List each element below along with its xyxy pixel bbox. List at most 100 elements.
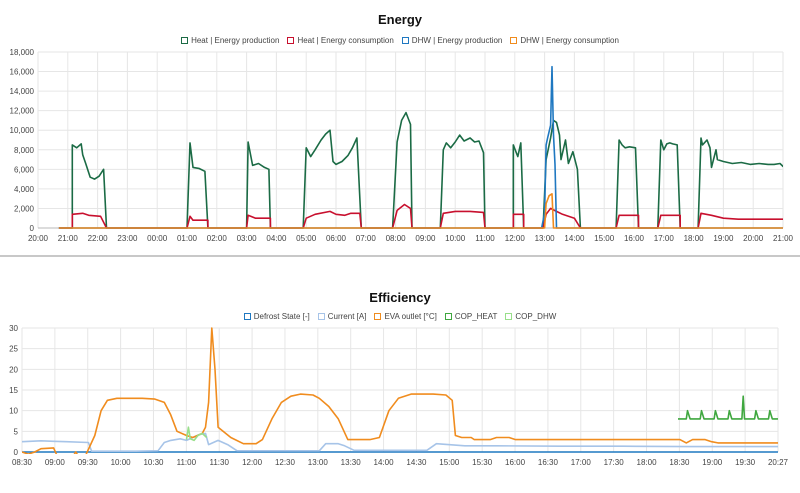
legend-label-dhw-consumption: DHW | Energy consumption xyxy=(520,36,619,45)
energy-y-tick-label: 2,000 xyxy=(14,204,35,213)
legend-label-defrost-state: Defrost State [-] xyxy=(253,312,310,321)
efficiency-chart-title: Efficiency xyxy=(369,290,431,305)
legend-item-dhw-consumption[interactable]: DHW | Energy consumption xyxy=(510,36,619,45)
legend-label-heat-production: Heat | Energy production xyxy=(191,36,280,45)
legend-label-cop-dhw: COP_DHW xyxy=(515,312,557,321)
energy-x-tick-label: 22:00 xyxy=(88,234,109,243)
efficiency-x-tick-label: 13:00 xyxy=(308,458,329,467)
efficiency-x-tick-label: 12:30 xyxy=(275,458,296,467)
energy-x-tick-label: 11:00 xyxy=(475,234,495,243)
efficiency-y-tick-label: 20 xyxy=(9,365,18,374)
energy-x-tick-label: 10:00 xyxy=(445,234,466,243)
efficiency-x-tick-label: 09:30 xyxy=(78,458,99,467)
legend-swatch-cop-dhw xyxy=(505,313,513,320)
efficiency-x-tick-label: 18:30 xyxy=(669,458,690,467)
efficiency-x-tick-label: 10:30 xyxy=(143,458,164,467)
energy-x-tick-label: 13:00 xyxy=(535,234,556,243)
energy-x-tick-label: 19:00 xyxy=(713,234,734,243)
energy-y-tick-label: 16,000 xyxy=(10,68,35,77)
energy-plot: 0 2,000 4,000 6,000 8,000 10,000 12,000 14,000 1… xyxy=(10,48,800,243)
legend-swatch-defrost-state xyxy=(243,313,251,320)
legend-label-heat-consumption: Heat | Energy consumption xyxy=(297,36,394,45)
legend-swatch-dhw-consumption xyxy=(510,37,518,44)
efficiency-y-tick-label: 10 xyxy=(9,407,18,416)
energy-y-tick-label: 18,000 xyxy=(10,48,35,57)
legend-label-cop-heat: COP_HEAT xyxy=(454,312,498,321)
energy-x-tick-label: 17:00 xyxy=(654,234,675,243)
efficiency-series-eva-outlet-c[interactable] xyxy=(22,327,778,462)
efficiency-x-tick-label: 10:00 xyxy=(111,458,132,467)
efficiency-legend: Defrost State [-] Current [A] EVA outlet… xyxy=(0,312,800,321)
energy-y-tick-label: 8,000 xyxy=(14,146,35,155)
efficiency-plot: 0 5 10 15 20 25 30 08:30 09:00 09:30 10:00 10:30 11:… xyxy=(9,324,800,467)
efficiency-y-tick-label: 15 xyxy=(9,386,18,395)
energy-y-tick-label: 12,000 xyxy=(10,107,35,116)
energy-x-tick-label: 15:00 xyxy=(594,234,615,243)
energy-x-tick-label: 02:00 xyxy=(207,234,228,243)
efficiency-series-cop-dhw[interactable] xyxy=(185,426,208,442)
legend-swatch-heat-consumption xyxy=(287,37,295,44)
efficiency-x-tick-label: 14:00 xyxy=(374,458,395,467)
legend-item-defrost-state[interactable]: Defrost State [-] xyxy=(243,312,310,321)
efficiency-x-tick-label: 17:00 xyxy=(571,458,592,467)
legend-label-eva-outlet: EVA outlet [°C] xyxy=(384,312,437,321)
energy-legend: Heat | Energy production Heat | Energy c… xyxy=(0,36,800,45)
efficiency-series-current-a[interactable] xyxy=(22,432,778,452)
energy-x-tick-label: 05:00 xyxy=(296,234,317,243)
energy-x-tick-label: 18:00 xyxy=(684,234,705,243)
efficiency-x-tick-label: 15:30 xyxy=(472,458,493,467)
energy-x-tick-label: 21:00 xyxy=(58,234,79,243)
energy-y-tick-label: 10,000 xyxy=(10,126,35,135)
legend-item-eva-outlet[interactable]: EVA outlet [°C] xyxy=(374,312,437,321)
energy-x-tick-label: 09:00 xyxy=(415,234,436,243)
efficiency-x-tick-label: 18:00 xyxy=(637,458,658,467)
energy-y-tick-label: 4,000 xyxy=(14,185,35,194)
efficiency-x-tick-label: 19:30 xyxy=(735,458,756,467)
efficiency-x-tick-label: 14:30 xyxy=(406,458,427,467)
legend-swatch-cop-heat xyxy=(444,313,452,320)
energy-series-dhw-energy-production[interactable] xyxy=(58,65,800,229)
efficiency-x-tick-label: 20:27 xyxy=(768,458,789,467)
efficiency-x-tick-label: 15:00 xyxy=(439,458,460,467)
legend-label-dhw-production: DHW | Energy production xyxy=(411,36,503,45)
legend-label-current: Current [A] xyxy=(327,312,367,321)
legend-item-cop-heat[interactable]: COP_HEAT xyxy=(444,312,498,321)
energy-x-tick-label: 04:00 xyxy=(266,234,287,243)
efficiency-series-cop-heat[interactable] xyxy=(678,395,800,420)
legend-swatch-current xyxy=(317,313,325,320)
energy-x-tick-label: 21:00 xyxy=(773,234,794,243)
energy-x-tick-label: 20:00 xyxy=(28,234,49,243)
energy-x-tick-label: 03:00 xyxy=(237,234,258,243)
legend-item-cop-dhw[interactable]: COP_DHW xyxy=(505,312,556,321)
energy-x-tick-label: 01:00 xyxy=(177,234,198,243)
efficiency-x-tick-label: 16:00 xyxy=(505,458,526,467)
efficiency-y-tick-label: 25 xyxy=(9,345,18,354)
legend-item-current[interactable]: Current [A] xyxy=(317,312,367,321)
efficiency-x-tick-label: 19:00 xyxy=(702,458,723,467)
energy-x-tick-label: 06:00 xyxy=(326,234,347,243)
energy-x-tick-label: 00:00 xyxy=(147,234,168,243)
energy-x-tick-label: 08:00 xyxy=(386,234,407,243)
legend-swatch-dhw-production xyxy=(401,37,409,44)
energy-chart-panel: Energy Heat | Energy production Heat | E… xyxy=(0,12,800,243)
energy-y-tick-label: 0 xyxy=(30,224,35,233)
energy-chart-title: Energy xyxy=(377,12,423,27)
efficiency-y-tick-label: 5 xyxy=(14,427,19,436)
energy-x-tick-label: 20:00 xyxy=(743,234,764,243)
efficiency-x-tick-label: 11:00 xyxy=(177,458,197,467)
energy-y-tick-label: 6,000 xyxy=(14,165,35,174)
efficiency-chart-panel: Efficiency Defrost State [-] Current [A]… xyxy=(0,262,800,493)
energy-x-tick-label: 14:00 xyxy=(564,234,585,243)
legend-item-heat-consumption[interactable]: Heat | Energy consumption xyxy=(287,36,394,45)
legend-item-heat-production[interactable]: Heat | Energy production xyxy=(181,36,279,45)
efficiency-x-tick-label: 17:30 xyxy=(604,458,625,467)
legend-swatch-eva-outlet xyxy=(374,313,382,320)
legend-swatch-heat-production xyxy=(181,37,189,44)
energy-x-tick-label: 07:00 xyxy=(356,234,377,243)
efficiency-x-tick-label: 13:30 xyxy=(341,458,362,467)
efficiency-x-tick-label: 08:30 xyxy=(12,458,33,467)
efficiency-x-tick-label: 09:00 xyxy=(45,458,66,467)
legend-item-dhw-production[interactable]: DHW | Energy production xyxy=(401,36,503,45)
energy-series-dhw-energy-consumption[interactable] xyxy=(58,193,800,229)
energy-x-tick-label: 23:00 xyxy=(117,234,138,243)
